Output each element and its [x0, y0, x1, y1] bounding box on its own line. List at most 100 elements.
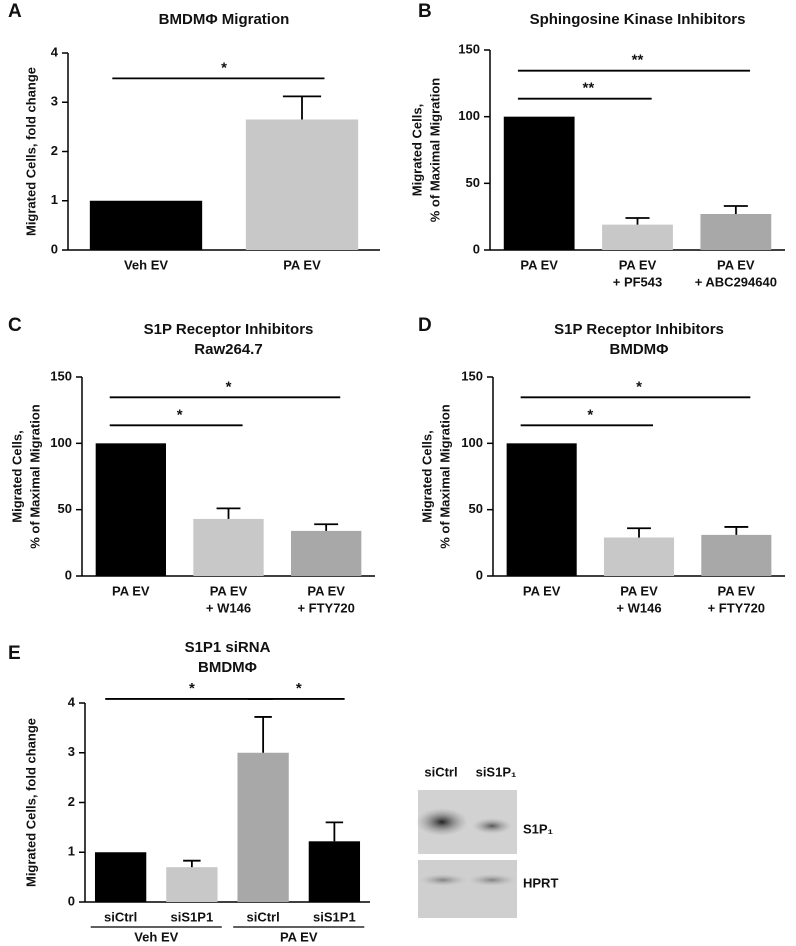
y-axis-label: Migrated Cells,	[419, 430, 434, 522]
y-tick-label: 3	[51, 94, 58, 109]
significance-label: **	[632, 52, 644, 69]
blot-band	[472, 818, 512, 834]
blot-row-label: S1P₁	[523, 821, 553, 836]
significance-label: *	[221, 59, 227, 76]
y-tick-label: 1	[51, 192, 58, 207]
group-label: Veh EV	[134, 929, 178, 944]
y-tick-label: 1	[68, 844, 75, 859]
y-tick-label: 0	[473, 241, 480, 256]
x-tick-label: + PF543	[613, 274, 663, 289]
x-tick-label: siS1P1	[171, 909, 214, 924]
blot-band	[419, 874, 467, 886]
x-tick-label: + FTY720	[297, 600, 354, 615]
y-tick-label: 50	[469, 501, 483, 516]
y-tick-label: 4	[51, 44, 59, 59]
bar	[245, 119, 359, 250]
chart-title: S1P Receptor Inhibitors	[144, 321, 314, 338]
x-tick-label: PA EV	[307, 583, 345, 598]
blot-band-panel	[418, 860, 517, 918]
blot-column-label: siCtrl	[424, 764, 457, 779]
x-tick-label: + FTY720	[708, 600, 765, 615]
y-axis-label: Migrated Cells, fold change	[23, 67, 38, 236]
x-tick-label: siCtrl	[247, 909, 280, 924]
bar	[94, 852, 147, 902]
chart-title: Sphingosine Kinase Inhibitors	[530, 11, 746, 28]
y-tick-label: 150	[461, 368, 483, 383]
x-tick-label: PA EV	[210, 583, 248, 598]
bar	[291, 530, 362, 576]
x-tick-label: PA EV	[619, 257, 657, 272]
chart-title: S1P Receptor Inhibitors	[554, 321, 724, 338]
group-label: PA EV	[280, 929, 318, 944]
y-tick-label: 100	[458, 108, 480, 123]
x-tick-label: PA EV	[283, 257, 321, 272]
y-axis-label: % of Maximal Migration	[427, 78, 442, 223]
y-tick-label: 150	[458, 41, 480, 56]
bar	[193, 518, 264, 576]
bar	[166, 867, 218, 902]
western-blot: siCtrl siS1P₁ S1P₁ HPRT	[416, 764, 558, 918]
y-axis-label: Migrated Cells,	[9, 430, 24, 522]
bar	[503, 116, 575, 251]
bar	[602, 224, 673, 250]
y-tick-label: 0	[51, 241, 58, 256]
y-tick-label: 2	[68, 794, 75, 809]
blot-column-label: siS1P₁	[476, 764, 517, 779]
significance-label: *	[177, 406, 183, 423]
y-axis-label: % of Maximal Migration	[437, 404, 452, 549]
y-tick-label: 4	[68, 694, 76, 709]
significance-label: **	[582, 80, 594, 97]
chart-title: BMDMΦ	[610, 341, 669, 358]
blot-band	[416, 808, 468, 836]
bar	[701, 534, 772, 576]
x-tick-label: + ABC294640	[695, 274, 777, 289]
bar	[308, 841, 361, 902]
y-tick-label: 0	[65, 567, 72, 582]
panel-letter: B	[418, 1, 432, 22]
blot-band	[468, 874, 516, 886]
x-tick-label: Veh EV	[124, 257, 168, 272]
bar	[237, 752, 289, 902]
y-tick-label: 150	[50, 368, 72, 383]
y-tick-label: 50	[466, 175, 480, 190]
x-tick-label: + W146	[206, 600, 251, 615]
chart-title: BMDMΦ	[198, 659, 257, 676]
y-tick-label: 100	[50, 435, 72, 450]
significance-label: *	[296, 680, 302, 697]
y-axis-label: % of Maximal Migration	[27, 404, 42, 549]
y-tick-label: 0	[68, 893, 75, 908]
x-tick-label: PA EV	[112, 583, 150, 598]
panel-letter: A	[8, 1, 22, 22]
y-tick-label: 3	[68, 744, 75, 759]
significance-label: *	[189, 680, 195, 697]
bar	[700, 214, 772, 250]
blot-row-label: HPRT	[523, 875, 558, 890]
y-tick-label: 100	[461, 435, 483, 450]
panel-letter: E	[8, 643, 21, 664]
significance-label: *	[636, 378, 642, 395]
y-tick-label: 2	[51, 143, 58, 158]
bar	[506, 443, 577, 576]
y-tick-label: 50	[58, 501, 72, 516]
bar	[95, 443, 166, 576]
significance-label: *	[587, 406, 593, 423]
x-tick-label: siS1P1	[313, 909, 356, 924]
panel-letter: D	[418, 315, 432, 336]
x-tick-label: + W146	[616, 600, 661, 615]
x-tick-label: siCtrl	[104, 909, 137, 924]
x-tick-label: PA EV	[620, 583, 658, 598]
x-tick-label: PA EV	[523, 583, 561, 598]
x-tick-label: PA EV	[718, 583, 756, 598]
bar	[603, 537, 675, 576]
y-axis-label: Migrated Cells,	[409, 104, 424, 196]
x-tick-label: PA EV	[520, 257, 558, 272]
chart-title: S1P1 siRNA	[185, 639, 271, 656]
chart-title: Raw264.7	[194, 341, 262, 358]
y-axis-label: Migrated Cells, fold change	[23, 718, 38, 887]
x-tick-label: PA EV	[717, 257, 755, 272]
significance-label: *	[226, 378, 232, 395]
y-tick-label: 0	[476, 567, 483, 582]
chart-title: BMDMΦ Migration	[159, 11, 290, 28]
panel-letter: C	[8, 315, 22, 336]
